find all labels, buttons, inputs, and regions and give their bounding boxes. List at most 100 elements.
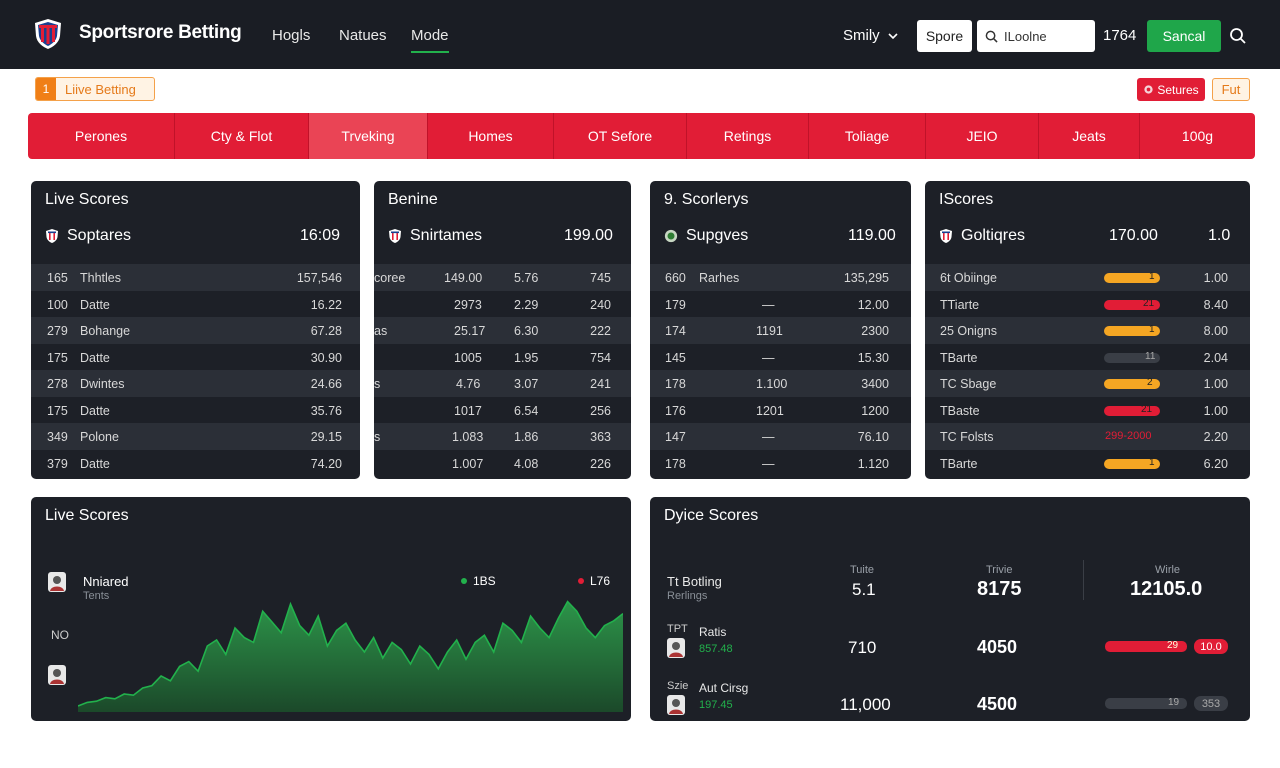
panel-sub-value: 119.00 <box>848 227 896 244</box>
table-row[interactable]: 178 1.100 3400 <box>650 370 911 397</box>
table-row[interactable]: TBarte 11 2.04 <box>940 350 1228 365</box>
panel-title: Live Scores <box>45 507 129 524</box>
table-row[interactable]: 2973 2.29 240 <box>454 297 611 312</box>
table-row[interactable]: 100 Datte 16.22 <box>47 297 342 312</box>
odds-bar <box>1104 379 1160 389</box>
user-menu[interactable]: Smily <box>843 27 898 44</box>
player-sub: Tents <box>83 590 110 602</box>
category-tab[interactable]: Retings <box>687 113 809 159</box>
table-row[interactable]: 176 1201 1200 <box>665 403 889 418</box>
table-row[interactable]: TC Sbage 2 1.00 <box>925 370 1250 397</box>
row-sublabel: Rerlings <box>667 590 708 602</box>
table-row[interactable]: TBarte 1 6.20 <box>940 456 1228 471</box>
live-betting-label: Liive Betting <box>65 81 136 97</box>
table-row[interactable]: TC Folsts 299-2000 2.20 <box>925 423 1250 450</box>
table-row[interactable]: 175 Datte 30.90 <box>47 350 342 365</box>
nav-item-natues[interactable]: Natues <box>339 27 387 44</box>
category-tab[interactable]: Cty & Flot <box>175 113 309 159</box>
category-tab[interactable]: Homes <box>428 113 554 159</box>
score-table: 660 Rarhes 135,295 179—12.00 174 1191 2300 1… <box>650 264 911 476</box>
area-fill <box>78 601 623 712</box>
table-row[interactable]: TTiarte 21 8.40 <box>940 297 1228 312</box>
odds-range: 299-2000 <box>1105 430 1152 442</box>
table-row[interactable]: 147—76.10 <box>650 423 911 450</box>
top-bar: Sportsrore Betting Hogls Natues Mode Smi… <box>0 0 1280 69</box>
spore-button[interactable]: Spore <box>917 20 972 52</box>
live-scores-chart-panel: Live Scores Nniared Tents NO 1BS L76 <box>31 497 631 721</box>
table-row[interactable]: 174 1191 2300 <box>650 317 911 344</box>
shield-logo-icon[interactable] <box>34 18 62 50</box>
table-row[interactable]: 349 Polone 29.15 <box>31 423 360 450</box>
live-betting-badge[interactable]: 1 Liive Betting <box>35 77 155 101</box>
category-tab-active[interactable]: Trveking <box>309 113 428 159</box>
category-tab[interactable]: JEIO <box>926 113 1039 159</box>
odds-bar <box>1105 698 1187 709</box>
user-name: Smily <box>843 27 880 44</box>
player-avatar-icon[interactable] <box>667 695 685 715</box>
search-input[interactable]: ILoolne <box>977 20 1095 52</box>
score-table: coree 149.00 5.76 745 2973 2.29 240 as 25.17 6.… <box>374 264 631 476</box>
category-tab[interactable]: Toliage <box>809 113 926 159</box>
value: 8175 <box>977 578 1022 600</box>
player-name: Nniared <box>83 574 129 589</box>
row-label: Ratis <box>699 625 727 639</box>
table-row[interactable]: 660 Rarhes 135,295 <box>650 264 911 291</box>
fut-button[interactable]: Fut <box>1212 78 1250 101</box>
nav-item-mode[interactable]: Mode <box>411 27 449 53</box>
settings-button[interactable]: Setures <box>1137 78 1205 101</box>
table-row[interactable]: 6t Obiinge 1 1.00 <box>925 264 1250 291</box>
table-row[interactable]: 1.007 4.08 226 <box>452 456 611 471</box>
row-label: Aut Cirsg <box>699 681 749 695</box>
panel-title: Benine <box>388 191 438 208</box>
odds-tag[interactable]: 353 <box>1194 696 1228 711</box>
table-row[interactable]: 1017 6.54 256 <box>454 403 611 418</box>
table-row[interactable]: 278 Dwintes 24.66 <box>31 370 360 397</box>
category-tab[interactable]: Jeats <box>1039 113 1140 159</box>
legend-item: L76 <box>578 574 610 588</box>
panel-sub-value: 199.00 <box>564 227 613 244</box>
player-avatar-icon[interactable] <box>48 572 66 592</box>
search-icon <box>985 30 998 43</box>
legend-dot-icon <box>461 578 467 584</box>
panel-title: Live Scores <box>45 191 129 208</box>
table-row[interactable]: 145—15.30 <box>665 350 889 365</box>
nav-item-hogls[interactable]: Hogls <box>272 27 311 44</box>
balance: 1764 <box>1103 27 1137 44</box>
category-tab[interactable]: OT Sefore <box>554 113 687 159</box>
player-avatar-icon[interactable] <box>667 638 685 658</box>
table-row[interactable]: 1005 1.95 754 <box>454 350 611 365</box>
player-avatar-icon[interactable] <box>48 665 66 685</box>
table-row[interactable]: 25 Onigns 1 8.00 <box>925 317 1250 344</box>
table-row[interactable]: 178—1.120 <box>665 456 889 471</box>
panel-subheader: Goltiqres <box>939 227 1025 245</box>
table-row[interactable]: 379 Datte 74.20 <box>47 456 342 471</box>
odds-tag[interactable]: 10.0 <box>1194 639 1228 654</box>
odds-bar <box>1104 273 1160 283</box>
scorlerys-panel: 9. Scorlerys Supgves 119.00 660 Rarhes 135… <box>650 181 911 479</box>
table-row[interactable]: coree 149.00 5.76 745 <box>374 264 631 291</box>
sancal-button[interactable]: Sancal <box>1147 20 1221 52</box>
gear-icon <box>1144 85 1153 94</box>
row-label: Tt Botling <box>667 574 722 589</box>
table-row[interactable]: 165 Thhtles 157,546 <box>31 264 360 291</box>
table-row[interactable]: s 4.76 3.07 241 <box>374 370 631 397</box>
column-header: Wirle <box>1155 564 1181 576</box>
category-tab[interactable]: Perones <box>28 113 175 159</box>
odds-bar <box>1104 326 1160 336</box>
panel-title: 9. Scorlerys <box>664 191 749 208</box>
category-bar: Perones Cty & Flot Trveking Homes OT Sef… <box>28 113 1255 159</box>
search-icon[interactable] <box>1229 27 1247 45</box>
panel-title: IScores <box>939 191 994 208</box>
table-row[interactable]: TBaste 21 1.00 <box>940 403 1228 418</box>
brand-name[interactable]: Sportsrore Betting <box>79 22 242 43</box>
table-row[interactable]: 175 Datte 35.76 <box>47 403 342 418</box>
table-row[interactable]: 179—12.00 <box>665 297 889 312</box>
table-row[interactable]: as 25.17 6.30 222 <box>374 317 631 344</box>
panel-sub-value-2: 1.0 <box>1208 227 1231 244</box>
odds-bar <box>1104 458 1160 469</box>
category-tab[interactable]: 100g <box>1181 128 1214 144</box>
column-header: Trivie <box>986 564 1013 576</box>
table-row[interactable]: s 1.083 1.86 363 <box>374 423 631 450</box>
table-row[interactable]: 279 Bohange 67.28 <box>31 317 360 344</box>
panel-sub-value: 16:09 <box>300 227 341 244</box>
